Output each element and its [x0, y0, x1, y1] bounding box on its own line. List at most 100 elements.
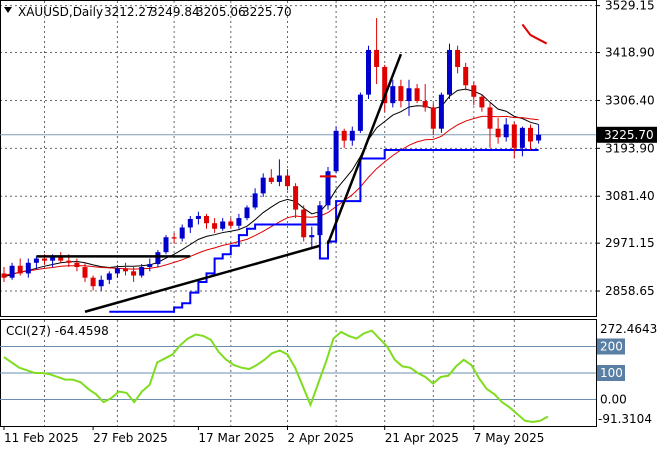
cci-max-label: 272.4643 [600, 322, 657, 336]
candle-body [357, 94, 363, 131]
candle-body [487, 107, 493, 129]
candle-body [398, 86, 404, 102]
price-tick-label: 3529.15 [605, 0, 655, 13]
rising-trendline [84, 244, 321, 313]
time-tick-label: 21 Apr 2025 [385, 431, 459, 445]
candle-body [325, 171, 331, 206]
candle-body [33, 258, 39, 263]
candle-body [212, 223, 218, 229]
candle-body [503, 124, 509, 138]
time-axis: 11 Feb 2025 27 Feb 2025 17 Mar 2025 2 Apr 2… [3, 426, 545, 445]
candle-body [455, 49, 461, 67]
candle-body [82, 267, 88, 278]
candle-body [341, 130, 347, 141]
candle-body [25, 262, 31, 274]
candle-body [285, 175, 290, 187]
candle-body [17, 265, 23, 274]
candle-body [268, 177, 274, 182]
candle-body [276, 175, 282, 182]
time-tick-label: 17 Mar 2025 [198, 431, 274, 445]
price-axis: 3529.15 3418.90 3306.40 3193.90 3081.40 2971.… [596, 0, 657, 298]
candle-body [293, 186, 299, 210]
cci-level-box [597, 338, 625, 355]
cci-tick-label: 200 [600, 340, 623, 354]
candle-body [147, 264, 153, 268]
candle-body [382, 66, 388, 104]
candle-body [204, 215, 209, 224]
candle-body [252, 193, 258, 208]
time-tick-label: 27 Feb 2025 [93, 431, 168, 445]
cci-min-label: -91.3104 [598, 412, 652, 426]
candle-body [528, 127, 533, 142]
candle-body [430, 107, 436, 129]
price-tick-label: 3193.90 [605, 141, 655, 155]
symbol-label: XAUUSD,Daily [18, 5, 103, 19]
candle-body [309, 235, 315, 238]
candle-body [536, 134, 542, 141]
steep-trendline [326, 53, 403, 245]
candles [1, 18, 542, 291]
candle-body [422, 101, 428, 108]
price-tick-label: 2971.15 [605, 236, 655, 250]
candle-body [519, 127, 525, 148]
indicator-axis: 200 100 0.00 272.4643 -91.3104 [597, 322, 657, 426]
candle-body [479, 96, 485, 108]
candle-body [260, 177, 266, 194]
candle-body [1, 273, 7, 278]
candle-body [317, 205, 323, 236]
candle-body [195, 215, 201, 219]
candle-body [471, 85, 477, 97]
candle-body [98, 279, 104, 287]
moving-average-line [3, 115, 539, 276]
candle-body [66, 260, 72, 263]
trendlines [36, 23, 548, 313]
signal-dash [521, 23, 548, 45]
candle-body [42, 258, 47, 261]
grid-lines [0, 1, 596, 426]
candle-body [406, 88, 412, 102]
candle-body [414, 88, 420, 102]
candle-body [187, 218, 193, 228]
ohlc-low: 3205.06 [196, 5, 246, 19]
candle-body [244, 207, 250, 219]
price-tick-label: 3306.40 [605, 93, 655, 107]
candle-body [9, 265, 15, 278]
time-tick-label: 7 May 2025 [474, 431, 545, 445]
cci-level-box [597, 365, 625, 381]
candle-body [236, 218, 242, 226]
candle-body [349, 130, 355, 141]
candle-body [366, 49, 371, 95]
candle-body [131, 271, 137, 276]
main-plot-frame [0, 0, 597, 317]
candle-body [463, 66, 469, 86]
candle-body [495, 128, 501, 138]
cci-label: CCI(27) -64.4598 [6, 324, 109, 338]
time-tick-label: 2 Apr 2025 [288, 431, 355, 445]
candle-body [58, 256, 64, 261]
candle-body [447, 49, 452, 95]
time-tick-label: 11 Feb 2025 [4, 431, 79, 445]
price-tick-label: 3418.90 [605, 46, 655, 60]
candle-body [301, 209, 307, 238]
ohlc-high: 3249.84 [150, 5, 200, 19]
ohlc-open: 3212.27 [104, 5, 154, 19]
candle-body [220, 221, 226, 229]
current-price-box [597, 126, 657, 143]
support-step-line [109, 148, 539, 313]
candle-body [374, 49, 380, 67]
candle-body [155, 252, 161, 265]
symbol-dropdown-icon[interactable] [4, 7, 12, 13]
candle-body [438, 94, 444, 129]
candle-body [163, 237, 169, 253]
cci-tick-label: 0.00 [600, 393, 627, 407]
candle-body [106, 273, 112, 280]
cci-tick-label: 100 [600, 366, 623, 380]
ohlc-close: 3225.70 [242, 5, 292, 19]
moving-average-lines [3, 88, 539, 313]
candle-body [74, 262, 80, 268]
candle-body [333, 130, 339, 172]
current-price-label: 3225.70 [604, 128, 654, 142]
candle-body [139, 267, 145, 276]
candle-body [390, 86, 396, 104]
